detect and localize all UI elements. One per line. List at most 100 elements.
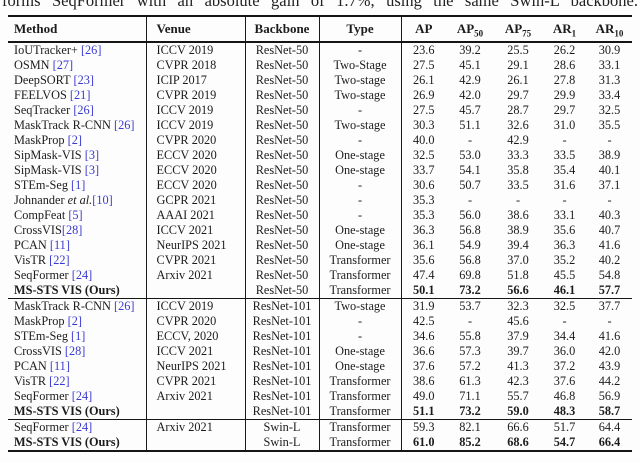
venue-cell: Arxiv 2021 (146, 268, 246, 283)
citation-link[interactable]: [3] (84, 148, 100, 162)
ar10-cell: - (607, 133, 612, 147)
citation-link[interactable]: [24] (71, 420, 93, 434)
ar10-cell: 30.9 (598, 43, 621, 57)
method-name: SeqFormer (14, 420, 72, 434)
table-row: SeqFormer [24] Arxiv 2021 Swin-L Transfo… (8, 419, 632, 435)
venue-cell: ICCV 2021 (146, 223, 246, 238)
ap50-cell: 61.3 (459, 374, 481, 388)
ap50-cell: 82.1 (459, 420, 481, 434)
ap-cell: 51.1 (412, 404, 435, 418)
type-cell: - (319, 103, 402, 118)
table-row: PCAN [11] NeurIPS 2021 ResNet-50 One-sta… (8, 238, 632, 253)
ar1-cell: 37.6 (553, 374, 576, 388)
ap50-cell: 56.0 (459, 208, 481, 222)
ar10-cell: - (607, 314, 612, 328)
table-row: PCAN [11] NeurIPS 2021 ResNet-101 One-st… (8, 359, 632, 374)
backbone-cell: ResNet-50 (245, 58, 320, 73)
method-cell: FEELVOS [21] (8, 88, 147, 103)
citation-link[interactable]: [3] (84, 163, 100, 177)
type-cell: One-stage (319, 238, 402, 253)
method-cell: SeqFormer [24] (8, 268, 147, 283)
col-header-backbone: Backbone (245, 16, 320, 42)
ar1-cell: 33.1 (553, 208, 576, 222)
citation-link[interactable]: [1] (71, 178, 86, 192)
method-cell: MaskProp [2] (8, 314, 147, 329)
ar1-cell: 31.0 (553, 118, 576, 132)
citation-link[interactable]: [1] (71, 329, 86, 343)
method-cell: CrossVIS [28] (8, 344, 147, 359)
table-row: MS-STS VIS (Ours) ResNet-50 Transformer … (8, 283, 632, 299)
ap50-cell: 53.0 (459, 148, 481, 162)
type-cell: One-stage (319, 163, 402, 178)
ap75-cell: 39.7 (507, 344, 529, 358)
type-cell: Transformer (319, 389, 402, 404)
citation-link[interactable]: [26] (73, 103, 94, 117)
ar1-cell: - (562, 133, 567, 147)
backbone-cell: ResNet-50 (245, 238, 320, 253)
venue-cell: GCPR 2021 (146, 193, 246, 208)
backbone-cell: ResNet-50 (245, 73, 320, 88)
ar1-cell: - (562, 193, 567, 207)
table-row: VisTR [22] CVPR 2021 ResNet-101 Transfor… (8, 374, 632, 389)
citation-link[interactable]: [22] (49, 374, 70, 388)
venue-cell: NeurIPS 2021 (146, 359, 246, 374)
ar1-cell: 33.5 (553, 148, 576, 162)
col-header-method: Method (8, 16, 147, 42)
ap75-cell: 32.6 (507, 118, 529, 132)
citation-link[interactable]: [11] (49, 238, 70, 252)
ap75-cell: 39.4 (507, 238, 529, 252)
ar10-cell: 40.7 (598, 223, 621, 237)
ap-cell: 23.6 (412, 43, 435, 57)
ar1-cell: 48.3 (553, 404, 576, 418)
citation-link[interactable]: [27] (52, 58, 74, 72)
citation-link[interactable]: [11] (49, 359, 70, 373)
table-row: CrossVIS [28] ICCV 2021 ResNet-101 One-s… (8, 344, 632, 359)
citation-link[interactable]: [24] (71, 389, 93, 403)
ap-cell: 35.3 (412, 193, 435, 207)
method-cell: OSMN [27] (8, 58, 147, 73)
ap50-cell: 69.8 (459, 268, 481, 282)
ar10-cell: 31.3 (598, 73, 621, 87)
ap50-cell: - (467, 314, 473, 328)
table-section: IoUTracker+ [26] ICCV 2019 ResNet-50 - 2… (8, 42, 632, 299)
citation-link[interactable]: [26] (113, 118, 135, 132)
ap-cell: 38.6 (412, 374, 435, 388)
backbone-cell: Swin-L (245, 419, 320, 435)
citation-link[interactable]: [26] (80, 43, 102, 57)
type-cell: - (319, 208, 402, 223)
backbone-cell: ResNet-50 (245, 268, 320, 283)
ar10-cell: 41.6 (598, 238, 621, 252)
citation-link[interactable]: [24] (71, 268, 93, 282)
ar10-cell: 42.0 (598, 344, 621, 358)
ap50-cell: 56.8 (459, 223, 481, 237)
ap50-cell: 73.2 (459, 404, 481, 418)
citation-link[interactable]: [10] (92, 193, 113, 207)
citation-link[interactable]: [5] (68, 208, 83, 222)
method-etal: et al. (67, 193, 93, 207)
citation-link[interactable]: [28] (64, 344, 86, 358)
caption-text: forms SeqFormer with an absolute gain of… (2, 0, 638, 10)
method-name: FEELVOS (14, 88, 70, 102)
citation-link[interactable]: [2] (67, 133, 82, 147)
ap-cell: 36.6 (412, 344, 435, 358)
ar10-cell: 66.4 (598, 435, 621, 449)
backbone-cell: ResNet-50 (245, 283, 320, 299)
venue-cell (146, 283, 246, 299)
citation-link[interactable]: [23] (73, 73, 95, 87)
ar1-cell: 35.6 (553, 223, 576, 237)
table-row: SipMask-VIS [3] ECCV 2020 ResNet-50 One-… (8, 148, 632, 163)
backbone-cell: ResNet-50 (245, 223, 320, 238)
citation-link[interactable]: [21] (69, 88, 91, 102)
backbone-cell: ResNet-50 (245, 253, 320, 268)
citation-link[interactable]: [2] (67, 314, 82, 328)
citation-link[interactable]: [26] (113, 299, 135, 313)
citation-link[interactable]: [28] (61, 223, 83, 237)
type-cell: Transformer (319, 283, 402, 299)
col-header-ar10: AR10 (595, 21, 624, 39)
venue-cell: Arxiv 2021 (146, 389, 246, 404)
table-row: DeepSORT [23] ICIP 2017 ResNet-50 Two-st… (8, 73, 632, 88)
method-name: SeqFormer (14, 389, 72, 403)
ap-cell: 30.3 (412, 118, 435, 132)
citation-link[interactable]: [22] (49, 253, 70, 267)
ar10-cell: 32.5 (598, 103, 621, 117)
